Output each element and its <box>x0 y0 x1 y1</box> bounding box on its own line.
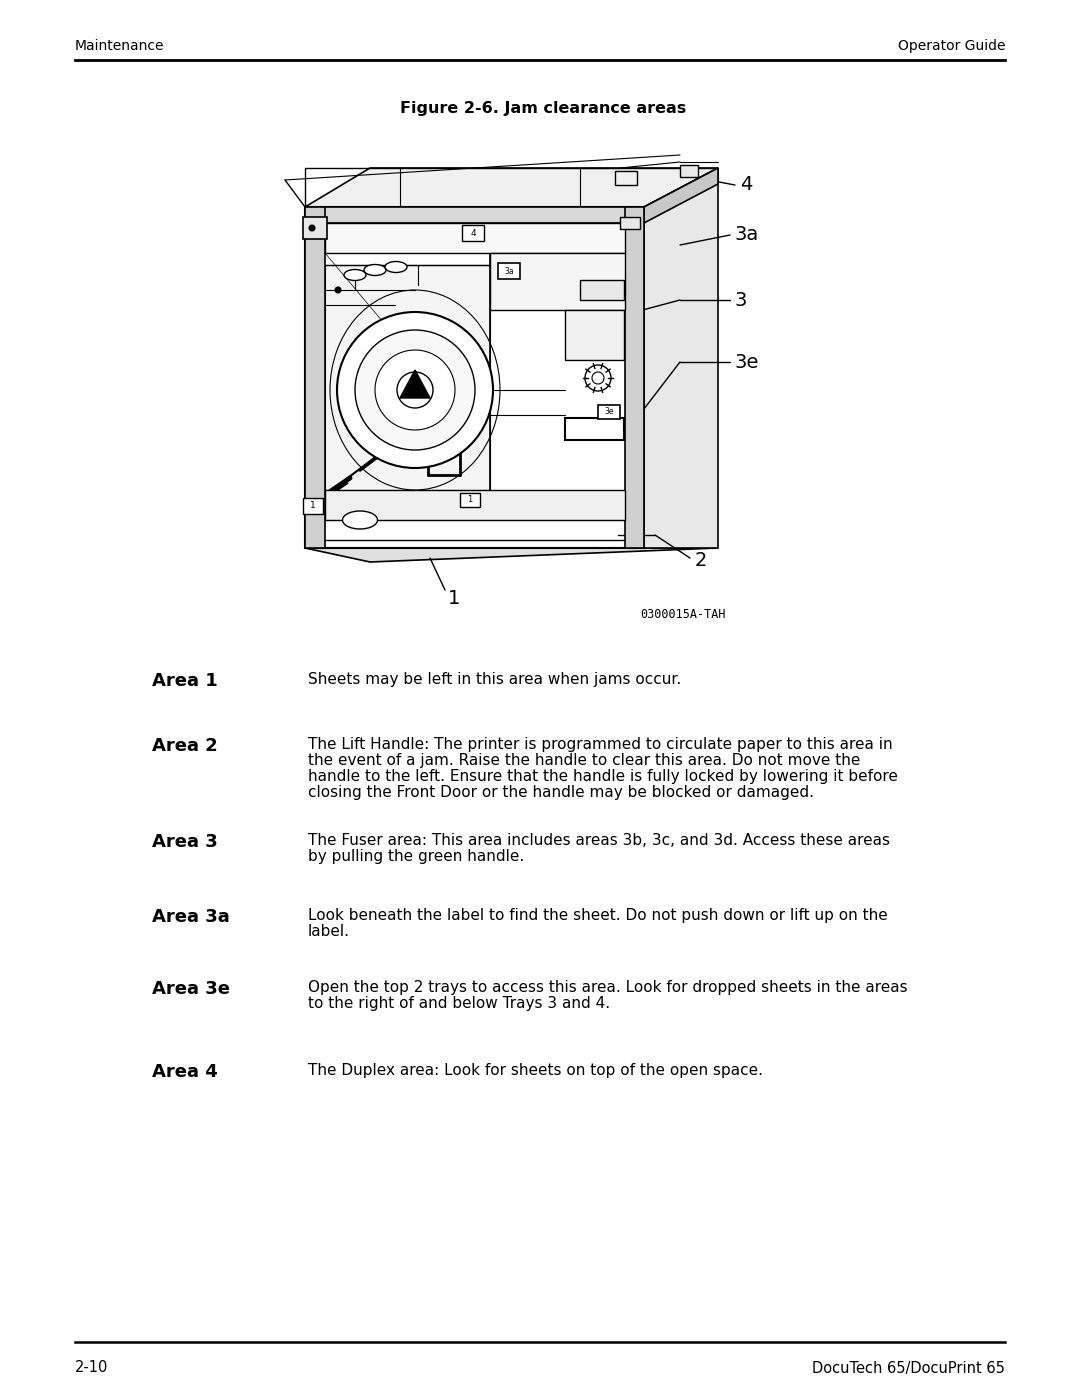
Polygon shape <box>305 168 718 207</box>
Text: Area 3a: Area 3a <box>152 908 230 926</box>
Polygon shape <box>625 207 644 548</box>
Circle shape <box>337 312 492 468</box>
Text: by pulling the green handle.: by pulling the green handle. <box>308 849 524 863</box>
Text: 0300015A-TAH: 0300015A-TAH <box>640 609 726 622</box>
Circle shape <box>375 351 455 430</box>
Polygon shape <box>565 418 624 440</box>
Ellipse shape <box>364 264 386 275</box>
Text: 1: 1 <box>468 496 473 504</box>
Text: 2-10: 2-10 <box>75 1361 108 1376</box>
Circle shape <box>397 372 433 408</box>
Text: the event of a jam. Raise the handle to clear this area. Do not move the: the event of a jam. Raise the handle to … <box>308 753 861 768</box>
Ellipse shape <box>342 511 378 529</box>
Text: Look beneath the label to find the sheet. Do not push down or lift up on the: Look beneath the label to find the sheet… <box>308 908 888 923</box>
Text: handle to the left. Ensure that the handle is fully locked by lowering it before: handle to the left. Ensure that the hand… <box>308 768 897 784</box>
Text: 3a: 3a <box>504 267 514 275</box>
Polygon shape <box>325 265 490 490</box>
Ellipse shape <box>345 270 366 281</box>
Text: The Fuser area: This area includes areas 3b, 3c, and 3d. Access these areas: The Fuser area: This area includes areas… <box>308 833 890 848</box>
Text: 1: 1 <box>448 588 460 608</box>
Polygon shape <box>305 207 644 224</box>
Bar <box>460 493 480 507</box>
Polygon shape <box>580 279 624 300</box>
Polygon shape <box>644 168 718 224</box>
Text: 3e: 3e <box>735 352 759 372</box>
Polygon shape <box>400 370 430 398</box>
Polygon shape <box>325 490 625 520</box>
Circle shape <box>585 365 611 391</box>
Polygon shape <box>565 310 624 360</box>
Text: 4: 4 <box>470 229 476 237</box>
Text: Sheets may be left in this area when jams occur.: Sheets may be left in this area when jam… <box>308 672 681 687</box>
Circle shape <box>355 330 475 450</box>
Text: closing the Front Door or the handle may be blocked or damaged.: closing the Front Door or the handle may… <box>308 785 814 800</box>
Text: Area 1: Area 1 <box>152 672 218 690</box>
Circle shape <box>592 372 604 384</box>
Bar <box>303 217 327 239</box>
Circle shape <box>408 383 422 397</box>
Text: 1: 1 <box>310 502 315 510</box>
Text: label.: label. <box>308 923 350 939</box>
Text: 4: 4 <box>740 176 753 194</box>
Text: The Duplex area: Look for sheets on top of the open space.: The Duplex area: Look for sheets on top … <box>308 1063 762 1078</box>
Bar <box>462 225 484 242</box>
Polygon shape <box>305 548 718 562</box>
Ellipse shape <box>384 261 407 272</box>
Bar <box>598 405 620 419</box>
Bar <box>680 165 698 177</box>
Circle shape <box>411 387 418 393</box>
Text: Open the top 2 trays to access this area. Look for dropped sheets in the areas: Open the top 2 trays to access this area… <box>308 981 907 995</box>
Text: Maintenance: Maintenance <box>75 39 164 53</box>
Text: Area 3e: Area 3e <box>152 981 230 997</box>
Bar <box>620 217 640 229</box>
Text: to the right of and below Trays 3 and 4.: to the right of and below Trays 3 and 4. <box>308 996 610 1011</box>
Text: 2: 2 <box>696 550 707 570</box>
Polygon shape <box>490 253 625 310</box>
Polygon shape <box>325 224 625 253</box>
Text: The Lift Handle: The printer is programmed to circulate paper to this area in: The Lift Handle: The printer is programm… <box>308 738 893 752</box>
Text: Operator Guide: Operator Guide <box>897 39 1005 53</box>
Text: Area 2: Area 2 <box>152 738 218 754</box>
Text: 3: 3 <box>735 291 747 310</box>
Text: Area 3: Area 3 <box>152 833 218 851</box>
Circle shape <box>335 286 341 293</box>
Text: DocuTech 65/DocuPrint 65: DocuTech 65/DocuPrint 65 <box>812 1361 1005 1376</box>
Text: 3a: 3a <box>735 225 759 244</box>
Text: Figure 2-6. Jam clearance areas: Figure 2-6. Jam clearance areas <box>400 101 686 116</box>
Bar <box>498 263 519 279</box>
Polygon shape <box>305 207 644 548</box>
Polygon shape <box>305 207 325 548</box>
Polygon shape <box>644 168 718 548</box>
Circle shape <box>309 225 315 231</box>
Text: Area 4: Area 4 <box>152 1063 218 1081</box>
Text: 3e: 3e <box>604 408 613 416</box>
Bar <box>303 497 323 514</box>
Bar <box>615 170 637 184</box>
